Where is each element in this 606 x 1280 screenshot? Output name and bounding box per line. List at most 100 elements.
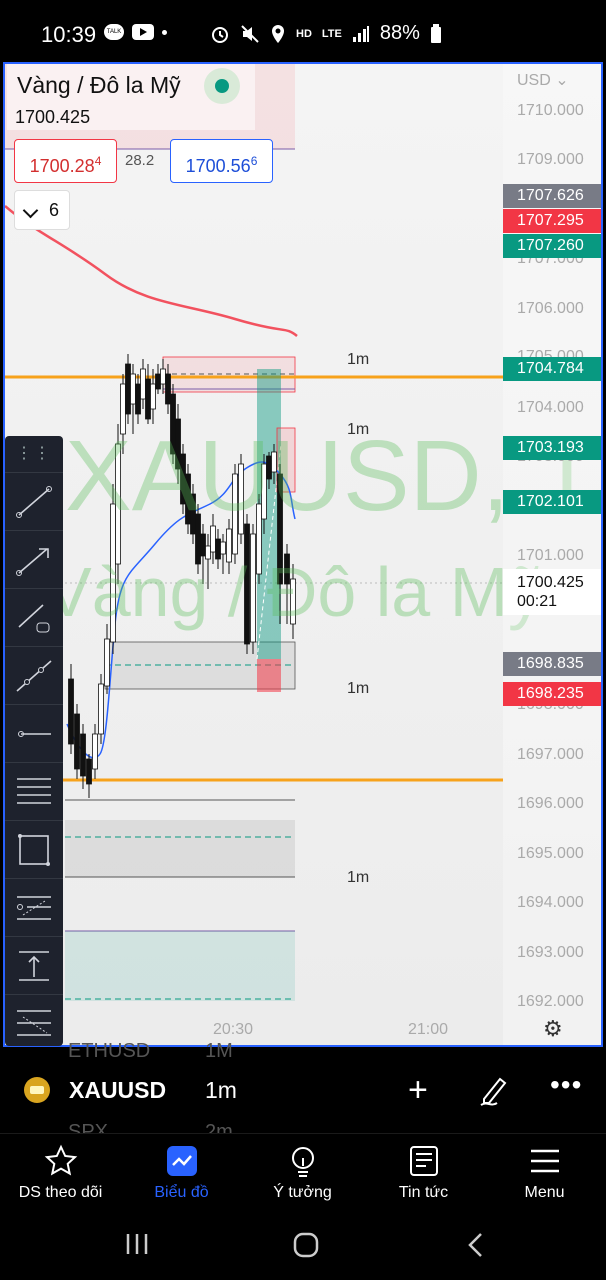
- chart-area[interactable]: XAUUSD, 1 Vàng / Đô la Mỹ Vàng / Đô la M…: [3, 62, 603, 1047]
- news-icon: [410, 1146, 438, 1176]
- price-tick: 1693.000: [517, 944, 584, 961]
- candle-up: [104, 638, 110, 687]
- buy-button[interactable]: 1700.566: [170, 139, 273, 183]
- nav-chart[interactable]: Biểu đồ: [121, 1134, 242, 1214]
- candle-down: [165, 373, 171, 405]
- candle-down: [175, 418, 181, 470]
- drawing-toolbar[interactable]: ⋮⋮: [5, 436, 63, 1046]
- pitchfork-tool[interactable]: [5, 878, 63, 935]
- symbol-description[interactable]: Vàng / Đô la Mỹ: [17, 72, 181, 98]
- battery-percent: 88%: [379, 22, 420, 44]
- price-tick: 1697.000: [517, 746, 584, 763]
- time-tick: 20:30: [213, 1021, 254, 1038]
- rectangle-tool[interactable]: [5, 820, 63, 877]
- candle-down: [244, 523, 250, 645]
- nav-menu[interactable]: Menu: [484, 1134, 605, 1214]
- nav-label: DS theo dõi: [18, 1184, 103, 1201]
- candle-down: [74, 713, 80, 770]
- regression-tool[interactable]: [5, 994, 63, 1051]
- candle-down: [145, 378, 151, 420]
- nav-ideas[interactable]: Ý tưởng: [242, 1134, 363, 1214]
- star-icon: [44, 1144, 78, 1176]
- candle-up: [115, 443, 121, 565]
- long-position-loss[interactable]: [257, 659, 281, 692]
- nav-label: Menu: [524, 1184, 565, 1201]
- ghost-watchlist-interval: 1M: [205, 1040, 233, 1062]
- more-icon[interactable]: •••: [550, 1069, 583, 1100]
- market-open-icon[interactable]: [204, 68, 240, 104]
- price-label: 1698.235: [503, 682, 601, 706]
- candle-up: [130, 373, 136, 405]
- notification-icons: TALK: [104, 24, 167, 40]
- nav-watchlist[interactable]: DS theo dõi: [0, 1134, 121, 1214]
- trend-line-tool[interactable]: [5, 472, 63, 529]
- price-axis[interactable]: USD ⌄ 1710.000 1709.000 1707.000 1706.00…: [503, 64, 601, 1045]
- arrow-tool[interactable]: [5, 530, 63, 587]
- price-range-icon: [19, 951, 49, 981]
- home-icon[interactable]: [292, 1231, 320, 1259]
- currency-selector[interactable]: USD ⌄: [517, 72, 569, 89]
- extended-line-icon: [16, 660, 52, 692]
- price-label: 1704.784: [503, 357, 601, 381]
- pitchfork-icon: [17, 896, 51, 920]
- interval-button[interactable]: 1m: [205, 1077, 237, 1103]
- ghost-watchlist-item: ETHUSD: [68, 1040, 151, 1062]
- horizontal-ray-tool[interactable]: [5, 704, 63, 761]
- ma-slow-line: [5, 205, 298, 337]
- price-tick: 1692.000: [517, 993, 584, 1010]
- menu-icon: [531, 1149, 559, 1173]
- location-icon: [272, 24, 284, 43]
- lightbulb-icon: [292, 1147, 314, 1177]
- system-icons: HD LTE 88%: [210, 22, 442, 45]
- watermark-description: Vàng / Đô la Mỹ: [45, 553, 543, 631]
- candle-up: [160, 368, 166, 385]
- candle-up: [92, 733, 98, 770]
- youtube-icon: [132, 24, 154, 40]
- candle-up: [261, 463, 267, 520]
- talk-icon: TALK: [104, 24, 124, 40]
- ray-icon: [18, 604, 50, 633]
- candle-up: [220, 541, 226, 555]
- price-label: 1698.835: [503, 652, 601, 676]
- candle-up: [290, 578, 296, 625]
- price-tick: 1706.000: [517, 300, 584, 317]
- signal-icon: [352, 25, 369, 42]
- chart-icon: [167, 1146, 197, 1176]
- long-position-tool[interactable]: [5, 936, 63, 993]
- status-bar: 10:39 TALK HD LTE 88%: [0, 0, 606, 62]
- timeframe-label: 1m: [347, 421, 370, 438]
- ray-tool[interactable]: [5, 588, 63, 645]
- indicator-count: 6: [49, 200, 60, 220]
- recent-apps-icon[interactable]: [124, 1231, 150, 1257]
- demand-zone-low: [65, 820, 295, 877]
- price-tick: 1704.000: [517, 399, 584, 416]
- nav-news[interactable]: Tin tức: [363, 1134, 484, 1214]
- add-icon[interactable]: +: [408, 1071, 428, 1109]
- hd-voice-icon: HD: [296, 27, 312, 40]
- regression-icon: [17, 1010, 51, 1036]
- pen-icon[interactable]: [478, 1073, 510, 1112]
- symbol-ticker-button[interactable]: XAUUSD: [69, 1077, 167, 1103]
- horizontal-ray-icon: [18, 731, 51, 737]
- candle-up: [250, 533, 256, 643]
- more-notifications-icon: [162, 29, 167, 35]
- fib-retracement-tool[interactable]: [5, 762, 63, 819]
- sell-button[interactable]: 1700.284: [14, 139, 117, 183]
- indicators-toggle-button[interactable]: 6: [14, 190, 70, 230]
- nav-label: Tin tức: [398, 1184, 449, 1201]
- chevron-down-icon: [22, 202, 39, 219]
- candle-up: [232, 473, 238, 555]
- status-time: 10:39: [41, 22, 97, 47]
- symbol-header[interactable]: Vàng / Đô la Mỹ 1700.425: [7, 64, 255, 130]
- back-icon[interactable]: [466, 1231, 486, 1259]
- chart-canvas[interactable]: [5, 64, 603, 1047]
- price-label: 1707.260: [503, 234, 601, 258]
- arrow-icon: [16, 548, 49, 576]
- symbol-last-price: 1700.425: [15, 107, 91, 127]
- chart-settings-icon[interactable]: ⚙: [543, 1016, 563, 1041]
- candle-up: [205, 545, 211, 560]
- extended-line-tool[interactable]: [5, 646, 63, 703]
- candle-up: [150, 383, 156, 410]
- system-navigation: [0, 1213, 606, 1280]
- toolbar-drag-handle[interactable]: ⋮⋮: [16, 445, 52, 462]
